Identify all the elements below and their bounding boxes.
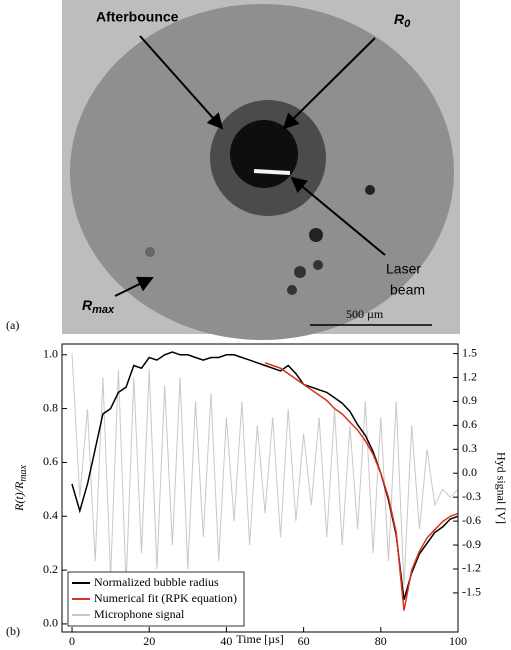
panel-label: (b)	[6, 624, 20, 638]
y2-tick-label: -0.3	[462, 489, 481, 503]
y-tick-label: 0.8	[43, 400, 58, 414]
particle	[313, 260, 323, 270]
y2-tick-label: -0.6	[462, 513, 481, 527]
bubble-core	[230, 120, 298, 188]
y2-tick-label: 0.0	[462, 465, 477, 479]
arrow	[114, 276, 154, 297]
y-tick-label: 1.0	[43, 347, 58, 361]
particle	[287, 285, 297, 295]
y-tick-label: 0.6	[43, 454, 58, 468]
x-tick-label: 40	[220, 634, 232, 648]
y2-axis-label: Hyd signal [V]	[494, 452, 508, 524]
y2-tick-label: 0.9	[462, 393, 477, 407]
x-tick-label: 0	[69, 634, 75, 648]
x-tick-label: 100	[449, 634, 467, 648]
annotation: R0	[394, 11, 411, 30]
x-tick-label: 20	[143, 634, 155, 648]
y-axis-label: R(t)/R	[12, 481, 26, 512]
annotation: Rmax	[82, 297, 115, 316]
legend-label: Numerical fit (RPK equation)	[94, 591, 237, 605]
y-axis-label: R(t)/Rmax	[12, 464, 30, 512]
y-tick-label: 0.2	[43, 562, 58, 576]
y2-tick-label: 1.5	[462, 345, 477, 359]
particle	[294, 266, 306, 278]
scale-label: 500 µm	[346, 307, 384, 321]
y2-tick-label: 1.2	[462, 369, 477, 383]
particle	[145, 247, 155, 257]
arrow	[139, 35, 224, 130]
annotation: Afterbounce	[96, 9, 179, 25]
x-axis-label: Time [µs]	[236, 632, 283, 646]
annotation: beam	[390, 282, 425, 298]
y-axis-label-sub: max	[18, 464, 29, 481]
x-tick-label: 80	[375, 634, 387, 648]
y2-tick-label: 0.6	[462, 417, 477, 431]
annotation-sub: 0	[404, 18, 411, 30]
legend-box	[67, 571, 245, 627]
panel-a-image: Afterbounce R0 Laser beam Rmax 500 µm	[62, 0, 460, 340]
y2-tick-label: -1.2	[462, 561, 481, 575]
series-line	[71, 353, 459, 585]
y2-tick-label: -0.9	[462, 537, 481, 551]
particle	[309, 228, 323, 242]
x-tick-label: 60	[298, 634, 310, 648]
series-line	[264, 362, 459, 611]
arrow	[290, 176, 386, 256]
y2-tick-label: 0.3	[462, 441, 477, 455]
annotation: R	[394, 11, 405, 27]
panel-label: (a)	[6, 318, 19, 332]
annotation: Laser	[386, 261, 421, 277]
laser-spot	[253, 169, 291, 175]
legend-label: Microphone signal	[94, 607, 185, 621]
y-tick-label: 0.0	[43, 616, 58, 630]
y2-tick-label: -1.5	[462, 585, 481, 599]
annotation: R	[82, 297, 93, 313]
annotation-sub: max	[92, 304, 115, 316]
arrow	[282, 37, 376, 130]
plot-frame	[61, 343, 459, 633]
particle	[365, 185, 375, 195]
legend-label: Normalized bubble radius	[94, 575, 219, 589]
y-tick-label: 0.4	[43, 508, 58, 522]
